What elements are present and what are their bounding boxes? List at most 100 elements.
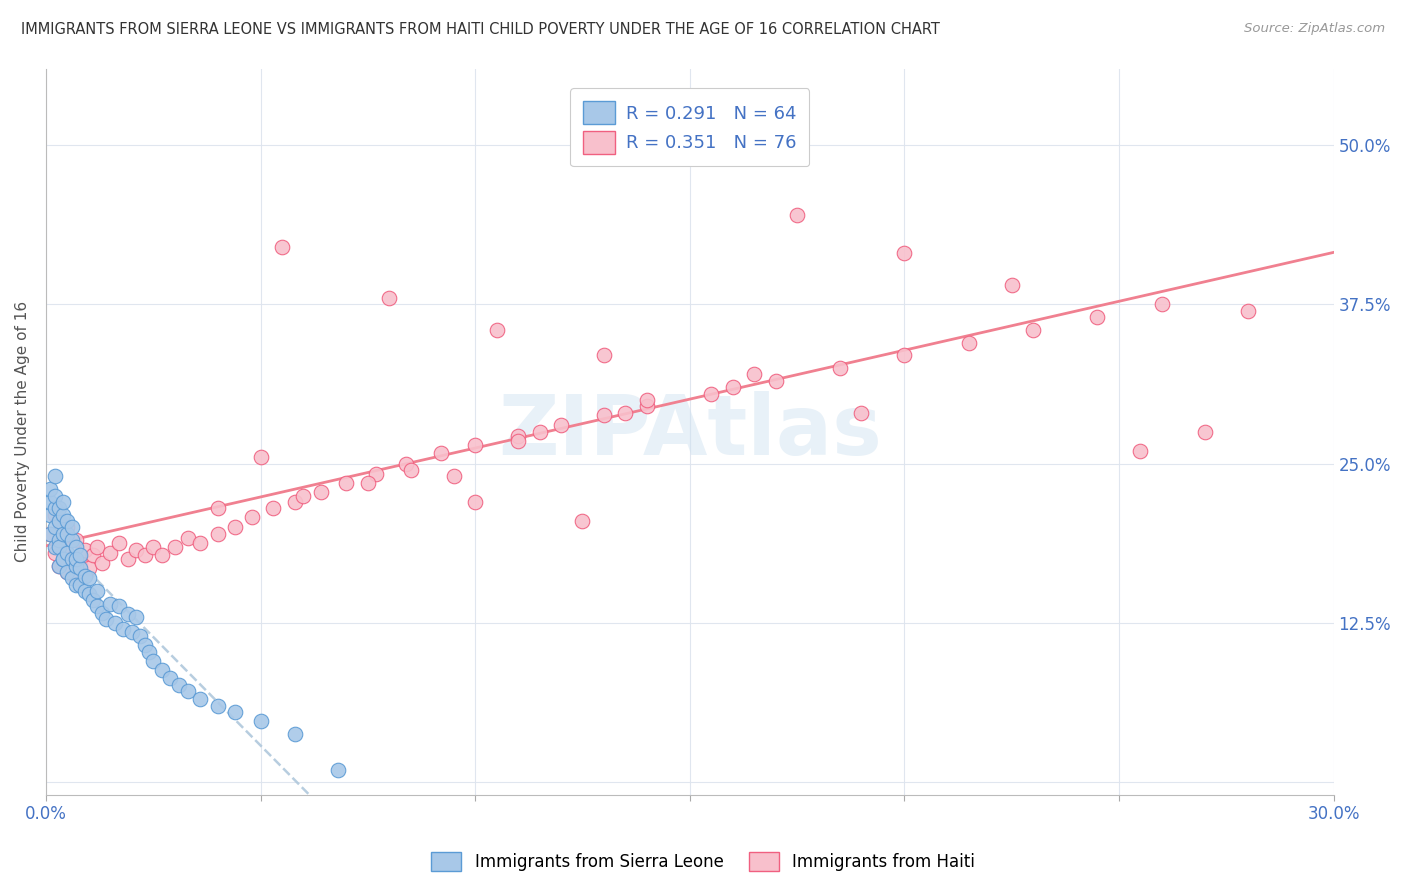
Point — [593, 348, 616, 362]
Point — [65, 571, 87, 585]
Point — [39, 526, 62, 541]
Point — [636, 392, 658, 407]
Point — [142, 654, 165, 668]
Point — [65, 540, 87, 554]
Point — [52, 552, 75, 566]
Point — [52, 495, 75, 509]
Point — [190, 535, 212, 549]
Point — [262, 501, 284, 516]
Point — [224, 705, 246, 719]
Point — [1150, 297, 1173, 311]
Point — [98, 546, 121, 560]
Point — [48, 558, 70, 573]
Point — [108, 535, 131, 549]
Point — [125, 543, 148, 558]
Point — [39, 482, 62, 496]
Point — [69, 561, 91, 575]
Point — [73, 569, 96, 583]
Point — [44, 508, 66, 522]
Point — [395, 457, 418, 471]
Legend: R = 0.291   N = 64, R = 0.351   N = 76: R = 0.291 N = 64, R = 0.351 N = 76 — [571, 88, 810, 167]
Point — [108, 599, 131, 614]
Point — [142, 540, 165, 554]
Point — [150, 663, 173, 677]
Point — [464, 437, 486, 451]
Point — [39, 526, 62, 541]
Point — [60, 533, 83, 548]
Point — [52, 552, 75, 566]
Point — [700, 386, 723, 401]
Point — [82, 593, 104, 607]
Point — [77, 587, 100, 601]
Point — [65, 558, 87, 573]
Point — [357, 475, 380, 490]
Point — [56, 565, 79, 579]
Point — [1022, 323, 1045, 337]
Point — [399, 463, 422, 477]
Point — [571, 514, 593, 528]
Point — [190, 692, 212, 706]
Point — [742, 368, 765, 382]
Point — [207, 501, 229, 516]
Point — [73, 584, 96, 599]
Point — [529, 425, 551, 439]
Point — [292, 489, 315, 503]
Point — [1087, 310, 1109, 324]
Point — [443, 469, 465, 483]
Point — [150, 549, 173, 563]
Point — [721, 380, 744, 394]
Point — [69, 556, 91, 570]
Point — [224, 520, 246, 534]
Point — [786, 208, 808, 222]
Point — [550, 418, 572, 433]
Point — [48, 501, 70, 516]
Point — [48, 558, 70, 573]
Point — [90, 556, 112, 570]
Text: IMMIGRANTS FROM SIERRA LEONE VS IMMIGRANTS FROM HAITI CHILD POVERTY UNDER THE AG: IMMIGRANTS FROM SIERRA LEONE VS IMMIGRAN… — [21, 22, 941, 37]
Point — [284, 727, 307, 741]
Point — [44, 469, 66, 483]
Point — [60, 552, 83, 566]
Point — [249, 450, 271, 465]
Point — [56, 546, 79, 560]
Point — [326, 763, 349, 777]
Point — [430, 446, 453, 460]
Point — [77, 561, 100, 575]
Point — [129, 629, 152, 643]
Point — [39, 508, 62, 522]
Point — [65, 552, 87, 566]
Point — [44, 540, 66, 554]
Point — [636, 399, 658, 413]
Point — [98, 597, 121, 611]
Point — [134, 638, 156, 652]
Point — [249, 714, 271, 728]
Point — [90, 606, 112, 620]
Point — [134, 549, 156, 563]
Point — [60, 552, 83, 566]
Point — [485, 323, 508, 337]
Point — [44, 520, 66, 534]
Point — [240, 510, 263, 524]
Point — [112, 623, 135, 637]
Point — [48, 514, 70, 528]
Point — [117, 607, 139, 621]
Point — [271, 240, 294, 254]
Point — [851, 406, 873, 420]
Point — [366, 467, 388, 481]
Point — [65, 578, 87, 592]
Point — [60, 571, 83, 585]
Point — [614, 406, 637, 420]
Point — [56, 520, 79, 534]
Point — [138, 645, 160, 659]
Y-axis label: Child Poverty Under the Age of 16: Child Poverty Under the Age of 16 — [15, 301, 30, 562]
Point — [167, 678, 190, 692]
Point — [125, 609, 148, 624]
Point — [335, 475, 357, 490]
Point — [82, 549, 104, 563]
Point — [86, 584, 108, 599]
Point — [104, 615, 127, 630]
Point — [765, 374, 787, 388]
Point — [309, 484, 332, 499]
Point — [207, 698, 229, 713]
Point — [56, 565, 79, 579]
